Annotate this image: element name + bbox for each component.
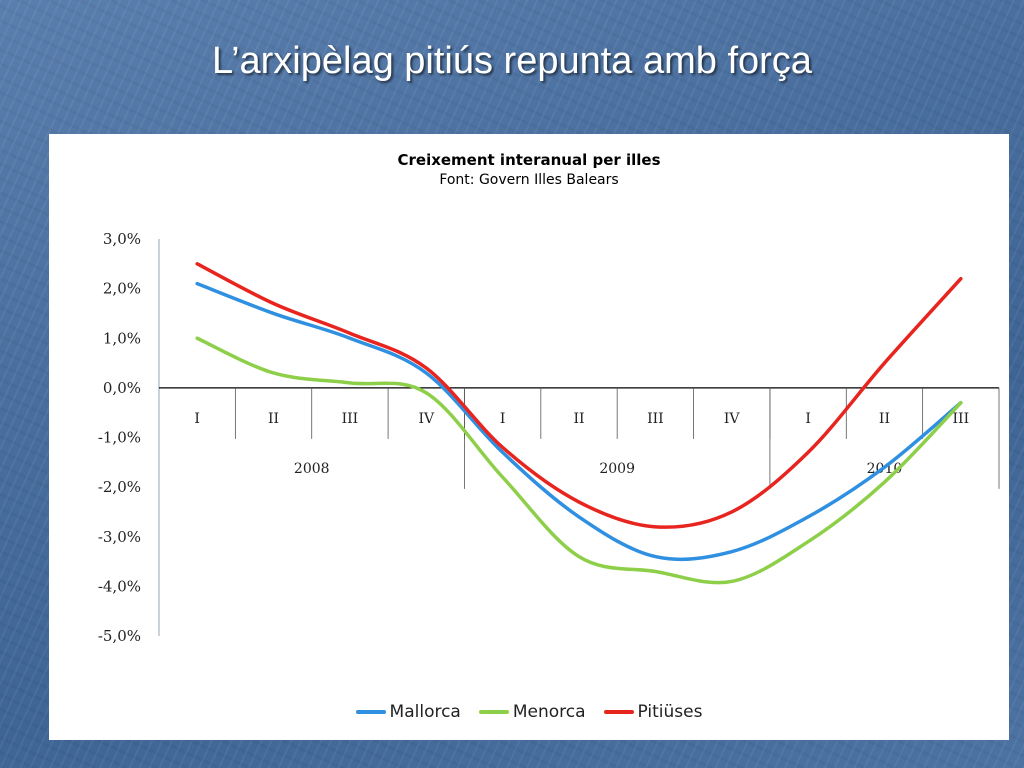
legend-swatch: [603, 710, 634, 714]
category-label: III: [647, 411, 664, 427]
y-tick-label: -4,0%: [98, 577, 141, 595]
chart-legend: Mallorca Menorca Pitiüses: [49, 702, 1009, 722]
y-tick-label: -5,0%: [98, 627, 141, 645]
series-line-pitiuses: [195, 262, 963, 529]
chart-title: Creixement interanual per illes: [397, 151, 661, 169]
category-label: IV: [418, 411, 435, 427]
group-label: 2009: [599, 461, 635, 477]
category-label: I: [194, 411, 200, 427]
y-tick-label: -2,0%: [98, 478, 141, 496]
chart-panel: Creixement interanual per illes Font: Go…: [49, 134, 1009, 740]
group-label: 2008: [294, 461, 330, 477]
y-tick-label: 1,0%: [103, 329, 141, 347]
category-label: III: [342, 411, 359, 427]
y-tick-label: 3,0%: [103, 230, 141, 248]
legend-item-menorca: Menorca: [478, 702, 586, 722]
chart-subtitle: Font: Govern Illes Balears: [439, 172, 619, 188]
line-chart: 3,0% 2,0% 1,0% 0,0% -1,0% -2,0% -3,0% -4,0% -5,0…: [98, 230, 1000, 645]
category-label: I: [500, 411, 506, 427]
legend-swatch: [355, 710, 386, 714]
series-line-mallorca: [195, 281, 963, 562]
y-tick-label: -1,0%: [98, 429, 141, 447]
legend-item-mallorca: Mallorca: [355, 702, 461, 722]
category-label: II: [879, 411, 890, 427]
legend-swatch: [478, 710, 509, 714]
legend-label: Menorca: [512, 702, 586, 722]
category-label: IV: [724, 411, 741, 427]
legend-label: Pitiüses: [637, 702, 703, 722]
category-label: III: [953, 411, 970, 427]
y-tick-label: 2,0%: [103, 280, 141, 298]
category-label: II: [268, 411, 279, 427]
series-line-menorca: [195, 336, 963, 585]
y-tick-label: 0,0%: [103, 379, 141, 397]
slide-title: L’arxipèlag pitiús repunta amb força: [212, 40, 812, 82]
category-label: I: [805, 411, 811, 427]
category-label: II: [573, 411, 584, 427]
legend-item-pitiuses: Pitiüses: [603, 702, 703, 722]
legend-label: Mallorca: [389, 702, 461, 722]
y-tick-label: -3,0%: [98, 528, 141, 546]
